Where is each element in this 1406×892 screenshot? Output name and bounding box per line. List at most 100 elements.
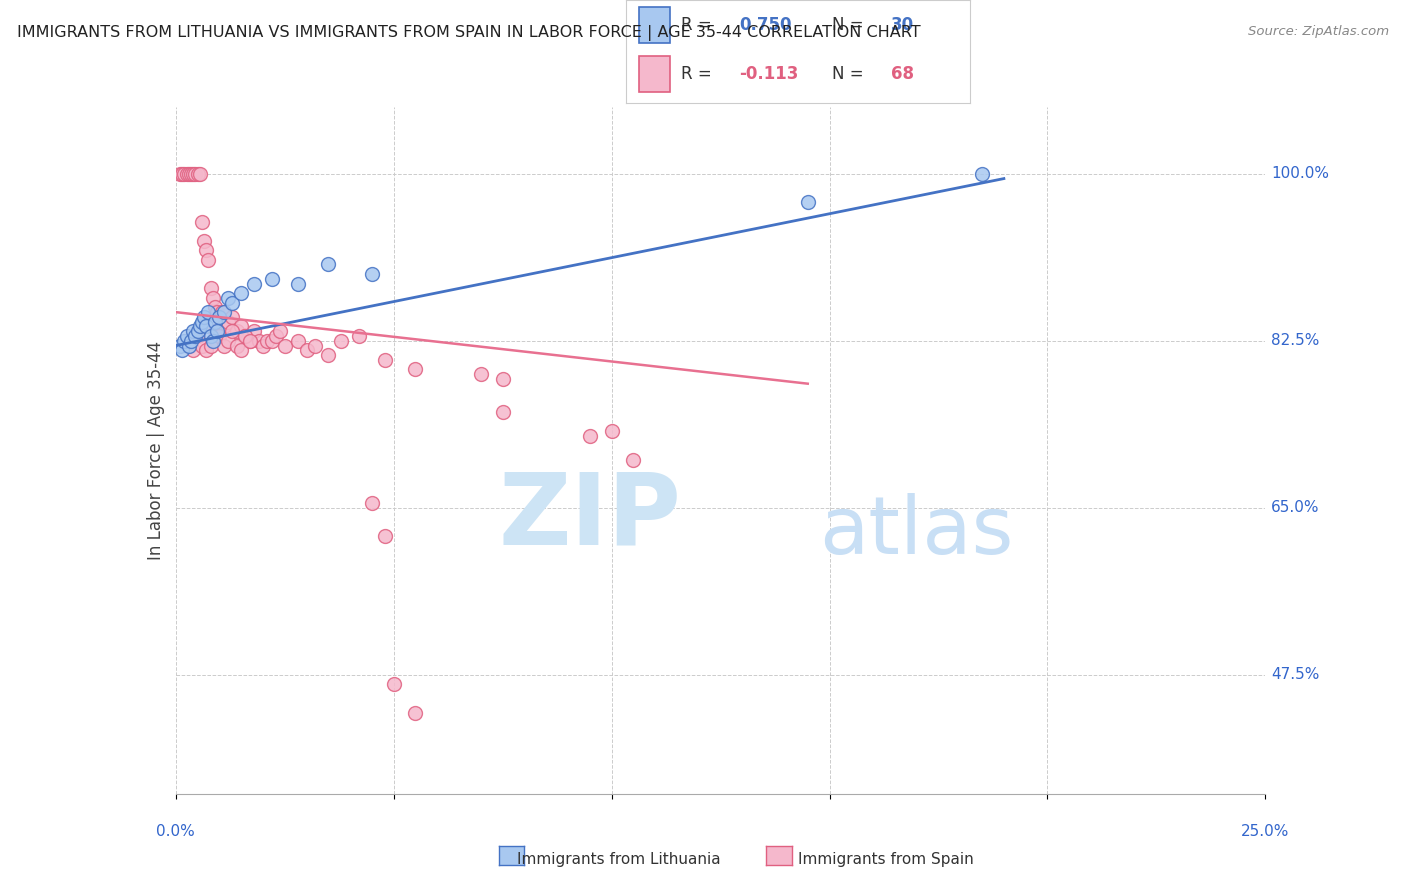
Point	[470, 367, 492, 381]
Point	[211, 305, 233, 319]
Text: Immigrants from Lithuania: Immigrants from Lithuania	[517, 852, 720, 867]
Point	[195, 319, 218, 334]
Point	[492, 372, 515, 386]
Point	[382, 677, 405, 691]
Point	[180, 167, 202, 181]
Point	[186, 324, 209, 338]
Point	[205, 305, 228, 319]
Point	[600, 425, 623, 439]
Point	[304, 338, 326, 352]
Text: R =: R =	[681, 16, 717, 34]
Point	[221, 324, 243, 338]
Text: 0.750: 0.750	[740, 16, 792, 34]
Point	[972, 167, 994, 181]
Text: ZIP: ZIP	[498, 468, 682, 566]
Point	[200, 329, 222, 343]
Point	[239, 334, 262, 348]
Point	[188, 319, 211, 334]
Point	[169, 338, 191, 352]
Point	[235, 329, 257, 343]
Point	[212, 305, 235, 319]
Point	[264, 329, 287, 343]
Point	[274, 338, 297, 352]
Point	[405, 706, 427, 720]
Point	[318, 257, 340, 271]
Point	[191, 315, 214, 329]
Point	[231, 286, 253, 301]
Point	[173, 334, 195, 348]
Point	[208, 310, 231, 324]
Point	[287, 277, 309, 291]
Point	[217, 334, 239, 348]
Point	[186, 329, 209, 343]
Text: N =: N =	[832, 65, 869, 83]
Text: R =: R =	[681, 65, 717, 83]
Point	[231, 343, 253, 358]
Point	[247, 334, 270, 348]
Point	[184, 167, 207, 181]
Point	[201, 291, 224, 305]
Point	[181, 167, 204, 181]
Bar	[640, 7, 671, 43]
Point	[330, 334, 353, 348]
Text: 0.0%: 0.0%	[156, 824, 195, 839]
Point	[193, 310, 215, 324]
Point	[184, 329, 207, 343]
Point	[239, 334, 262, 348]
Point	[176, 329, 198, 343]
Bar	[640, 56, 671, 93]
Point	[204, 301, 226, 315]
Point	[235, 329, 257, 343]
Point	[177, 338, 200, 352]
Point	[208, 310, 231, 324]
Point	[181, 343, 204, 358]
Point	[221, 310, 243, 324]
Text: IMMIGRANTS FROM LITHUANIA VS IMMIGRANTS FROM SPAIN IN LABOR FORCE | AGE 35-44 CO: IMMIGRANTS FROM LITHUANIA VS IMMIGRANTS …	[17, 25, 921, 41]
Point	[243, 324, 266, 338]
Point	[204, 324, 226, 338]
Point	[172, 167, 194, 181]
Text: Immigrants from Spain: Immigrants from Spain	[799, 852, 973, 867]
Point	[243, 277, 266, 291]
Point	[361, 267, 384, 281]
Point	[621, 453, 644, 467]
Text: -0.113: -0.113	[740, 65, 799, 83]
Text: 25.0%: 25.0%	[1241, 824, 1289, 839]
Point	[193, 234, 215, 248]
Point	[221, 295, 243, 310]
Point	[212, 338, 235, 352]
Point	[287, 334, 309, 348]
Point	[225, 324, 247, 338]
Point	[347, 329, 370, 343]
Point	[256, 334, 278, 348]
Point	[579, 429, 602, 443]
Point	[172, 343, 194, 358]
Point	[197, 252, 219, 267]
Text: 100.0%: 100.0%	[1271, 166, 1329, 181]
Text: Source: ZipAtlas.com: Source: ZipAtlas.com	[1249, 25, 1389, 38]
Point	[177, 338, 200, 352]
Point	[231, 319, 253, 334]
Point	[205, 324, 228, 338]
Point	[318, 348, 340, 362]
Point	[169, 167, 191, 181]
Point	[252, 338, 274, 352]
Point	[180, 334, 202, 348]
Text: N =: N =	[832, 16, 869, 34]
Point	[217, 315, 239, 329]
Point	[191, 338, 214, 352]
Point	[217, 291, 239, 305]
Point	[492, 405, 515, 419]
Y-axis label: In Labor Force | Age 35-44: In Labor Force | Age 35-44	[146, 341, 165, 560]
Point	[260, 334, 283, 348]
Point	[186, 167, 209, 181]
Point	[204, 315, 226, 329]
Text: 82.5%: 82.5%	[1271, 334, 1319, 348]
Point	[208, 329, 231, 343]
Point	[173, 167, 195, 181]
Point	[200, 338, 222, 352]
Point	[212, 319, 235, 334]
Text: 47.5%: 47.5%	[1271, 667, 1319, 682]
Point	[295, 343, 318, 358]
Point	[260, 272, 283, 286]
